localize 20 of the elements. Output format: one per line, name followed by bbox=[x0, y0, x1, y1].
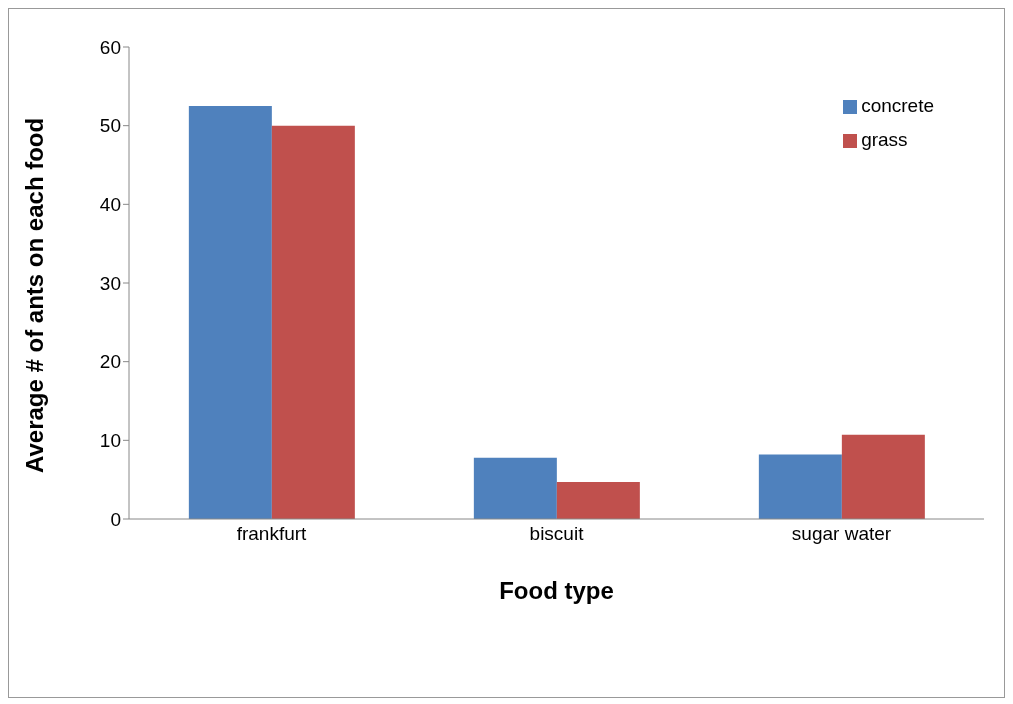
y-tick-label: 60 bbox=[99, 36, 121, 58]
y-tick-label: 50 bbox=[99, 115, 121, 137]
bar bbox=[556, 482, 640, 519]
bar bbox=[271, 125, 355, 519]
bar bbox=[188, 106, 272, 519]
bar bbox=[841, 434, 925, 519]
y-tick-label: 30 bbox=[99, 272, 121, 294]
y-tick-label: 20 bbox=[99, 351, 121, 373]
x-axis-title: Food type bbox=[499, 577, 614, 604]
legend-label: concrete bbox=[861, 95, 934, 116]
bar bbox=[473, 457, 557, 519]
bar bbox=[758, 454, 842, 519]
x-tick-label: sugar water bbox=[791, 523, 892, 545]
y-tick-label: 0 bbox=[110, 508, 121, 530]
x-tick-label: frankfurt bbox=[236, 523, 308, 545]
legend-label: grass bbox=[861, 129, 908, 150]
y-axis-title: Average # of ants on each food bbox=[20, 117, 48, 473]
y-tick-label: 10 bbox=[99, 430, 121, 452]
y-tick-label: 40 bbox=[99, 194, 121, 216]
x-tick-label: biscuit bbox=[529, 523, 585, 545]
